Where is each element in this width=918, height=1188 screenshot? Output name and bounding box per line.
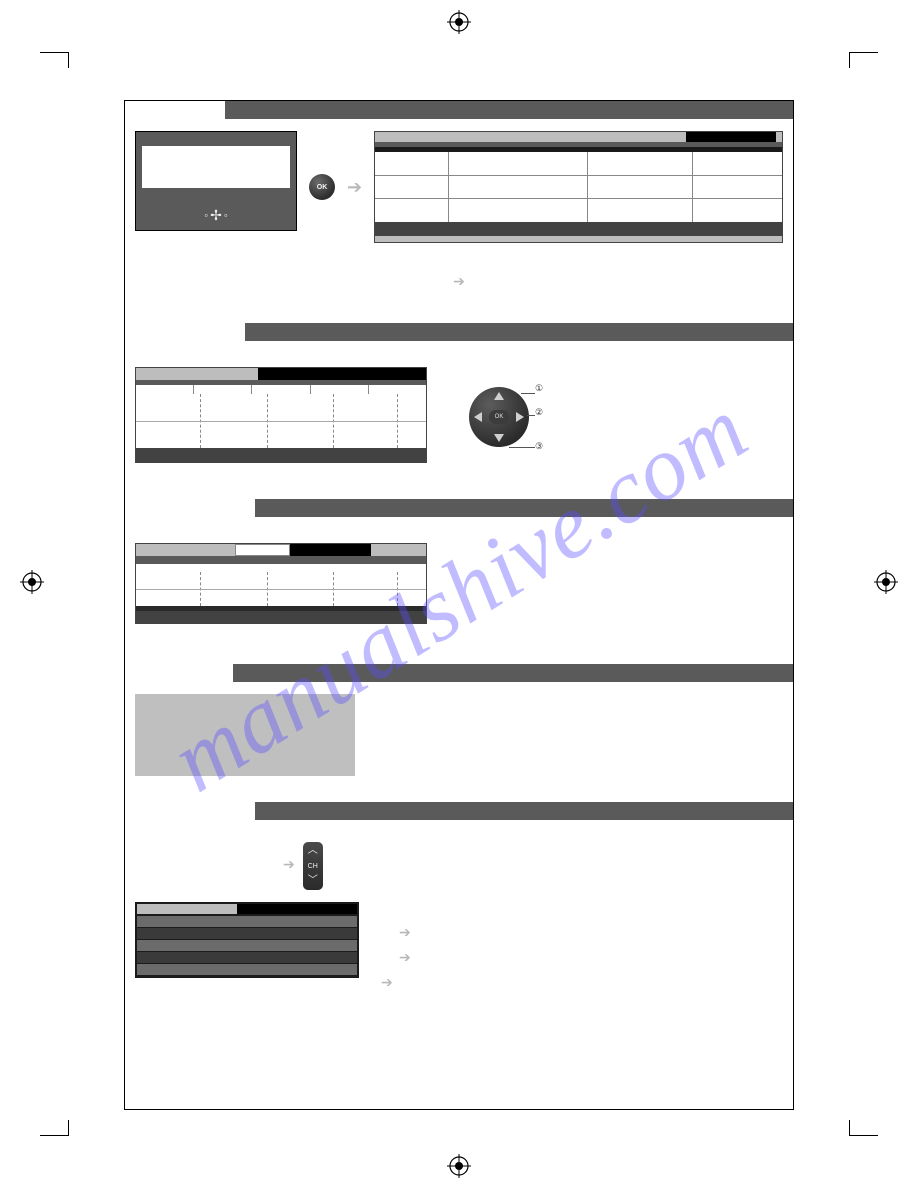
channel-up-icon[interactable]: ︿: [308, 846, 318, 856]
section-3: [125, 499, 793, 664]
inline-arrow-icon: ➔: [399, 949, 411, 966]
list-item[interactable]: [137, 916, 357, 927]
inline-arrow-icon: ➔: [453, 273, 465, 293]
list-item[interactable]: [137, 928, 357, 939]
epg-1-body: [375, 152, 782, 222]
list-item[interactable]: [137, 964, 357, 975]
section-5-tab: [125, 802, 255, 820]
arrow-to-rocker-icon: ➔: [283, 856, 295, 873]
registration-mark-left: [20, 570, 44, 594]
section-1: ◦✢◦ OK ➔: [125, 101, 793, 323]
tv-screen-nav-icons: ◦✢◦: [204, 207, 228, 224]
epg-2-black-title: [258, 368, 426, 380]
channel-down-icon[interactable]: ﹀: [308, 876, 318, 886]
section-5: ➔ ︿ CH ﹀ ➔ ➔: [125, 802, 793, 1001]
section-3-tab: [125, 499, 255, 517]
inline-arrow-icon: ➔: [381, 974, 411, 991]
section-4: [125, 664, 793, 802]
epg-table-1: [374, 131, 783, 243]
dpad-down-icon[interactable]: [494, 434, 504, 442]
channel-rocker[interactable]: ︿ CH ﹀: [303, 842, 323, 890]
channel-list-title-field: [237, 904, 357, 914]
section-3-header: [125, 499, 793, 517]
section-5-header: [125, 802, 793, 820]
remote-dpad[interactable]: OK: [469, 387, 529, 447]
callout-1: ①: [535, 383, 543, 394]
section-1-header: [125, 101, 793, 119]
dpad-right-icon[interactable]: [516, 412, 524, 422]
epg-3-body: [136, 572, 426, 606]
section-4-tab: [125, 664, 233, 682]
registration-mark-bottom: [447, 1154, 471, 1178]
list-item[interactable]: [137, 952, 357, 963]
channel-list-panel: [135, 902, 359, 978]
arrow-right-icon: ➔: [347, 177, 362, 198]
epg-table-3: [135, 543, 427, 624]
tv-screen-graphic: ◦✢◦: [135, 131, 297, 231]
channel-list-header: [137, 904, 357, 914]
dpad-up-icon[interactable]: [494, 392, 504, 400]
epg-3-black-cell: [290, 544, 371, 556]
section-2: OK ① ② ③: [125, 323, 793, 499]
section-1-tab: [125, 101, 225, 119]
page-frame: ◦✢◦ OK ➔: [124, 100, 794, 1110]
epg-2-col-headers: [136, 385, 426, 394]
dpad-left-icon[interactable]: [474, 412, 482, 422]
ok-button[interactable]: OK: [309, 174, 335, 200]
grey-info-box: [135, 694, 355, 776]
epg-2-body: [136, 394, 426, 448]
channel-rocker-label: CH: [308, 863, 318, 870]
callout-2: ②: [535, 407, 543, 418]
list-item[interactable]: [137, 940, 357, 951]
tv-screen-white-area: [142, 146, 290, 188]
section-2-tab: [125, 323, 245, 341]
dpad-ok-button[interactable]: OK: [489, 410, 509, 424]
epg-3-white-cell: [235, 544, 290, 556]
registration-mark-right: [874, 570, 898, 594]
section-4-header: [125, 664, 793, 682]
epg-1-title-field: [686, 132, 776, 142]
epg-table-2: [135, 367, 427, 463]
registration-mark-top: [447, 10, 471, 34]
section-2-header: [125, 323, 793, 341]
callout-3: ③: [535, 441, 543, 452]
inline-arrow-icon: ➔: [399, 924, 411, 941]
